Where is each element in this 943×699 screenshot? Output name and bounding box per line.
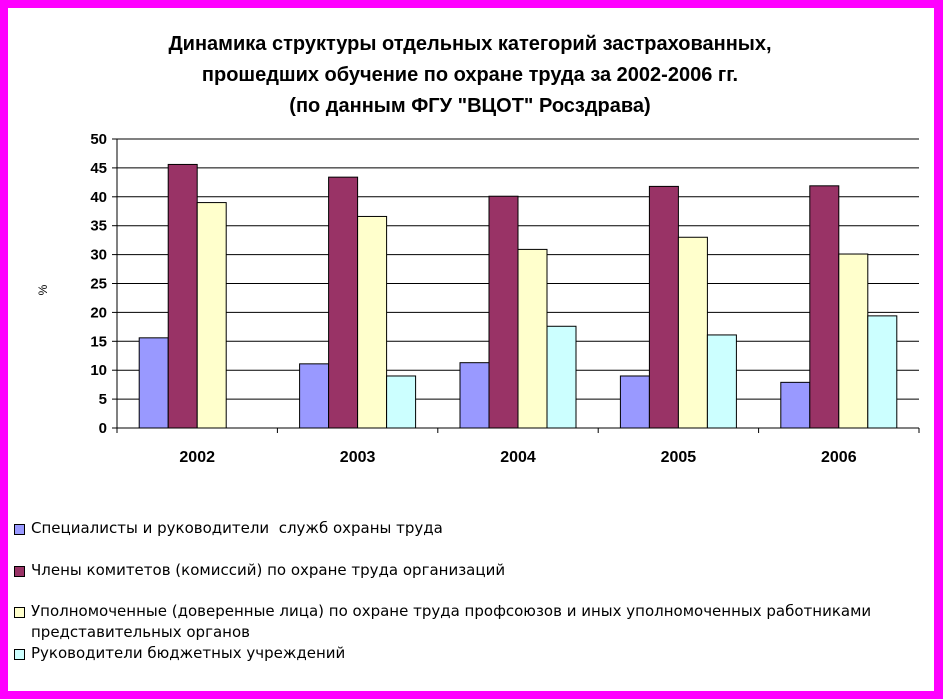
bar bbox=[386, 375, 417, 429]
x-tick-label: 2006 bbox=[821, 449, 857, 466]
x-tick-label: 2005 bbox=[661, 449, 697, 466]
bar bbox=[328, 176, 359, 429]
y-tick-label: 10 bbox=[90, 362, 107, 379]
y-tick-label: 0 bbox=[99, 420, 107, 437]
chart-title-line-3: (по данным ФГУ "ВЦОТ" Росздрава) bbox=[289, 95, 651, 117]
chart-title-line-2: прошедших обучение по охране труда за 20… bbox=[201, 64, 739, 86]
legend-label-specialists: Специалисты и руководители служб охраны … bbox=[31, 519, 443, 537]
bar bbox=[706, 334, 737, 429]
bar bbox=[677, 236, 708, 429]
legend-swatch-authorized-persons bbox=[14, 607, 25, 618]
bar bbox=[459, 362, 490, 429]
legend-label-authorized-persons-line-1: Уполномоченные (доверенные лица) по охра… bbox=[31, 602, 872, 620]
y-tick-label: 50 bbox=[90, 131, 107, 148]
x-tick-label: 2002 bbox=[179, 449, 215, 466]
bar bbox=[546, 325, 577, 429]
chart-title: Динамика структуры отдельных категорий з… bbox=[0, 29, 940, 122]
legend-label-committee-members: Члены комитетов (комиссий) по охране тру… bbox=[31, 561, 506, 579]
y-tick-label: 45 bbox=[90, 160, 107, 177]
legend-label-authorized-persons-line-2: представительных органов bbox=[31, 623, 250, 641]
bar bbox=[648, 185, 679, 429]
bar bbox=[357, 215, 388, 429]
x-tick-label: 2004 bbox=[500, 449, 536, 466]
bar bbox=[167, 163, 198, 429]
bar bbox=[809, 185, 840, 429]
y-tick-label: 40 bbox=[90, 189, 107, 206]
bar bbox=[299, 363, 330, 429]
y-tick-label: 20 bbox=[90, 304, 107, 321]
legend-label-budget-heads: Руководители бюджетных учреждений bbox=[31, 644, 346, 662]
bar bbox=[867, 315, 898, 429]
y-tick-label: 5 bbox=[99, 391, 107, 408]
chart-title-line-1: Динамика структуры отдельных категорий з… bbox=[168, 33, 772, 55]
bar bbox=[619, 375, 650, 429]
bar bbox=[196, 202, 227, 429]
legend-swatch-budget-heads bbox=[14, 649, 25, 660]
legend-swatch-specialists bbox=[14, 524, 25, 535]
bar bbox=[838, 253, 869, 429]
y-tick-label: 25 bbox=[90, 276, 107, 293]
y-tick-label: 30 bbox=[90, 247, 107, 264]
bar bbox=[780, 381, 811, 429]
y-axis-label: % bbox=[36, 284, 50, 295]
y-tick-label: 15 bbox=[90, 333, 107, 350]
bar bbox=[488, 195, 519, 429]
bar bbox=[138, 337, 169, 429]
y-tick-label: 35 bbox=[90, 218, 107, 235]
legend-swatch-committee-members bbox=[14, 566, 25, 577]
x-tick-label: 2003 bbox=[340, 449, 376, 466]
bar bbox=[517, 248, 548, 429]
